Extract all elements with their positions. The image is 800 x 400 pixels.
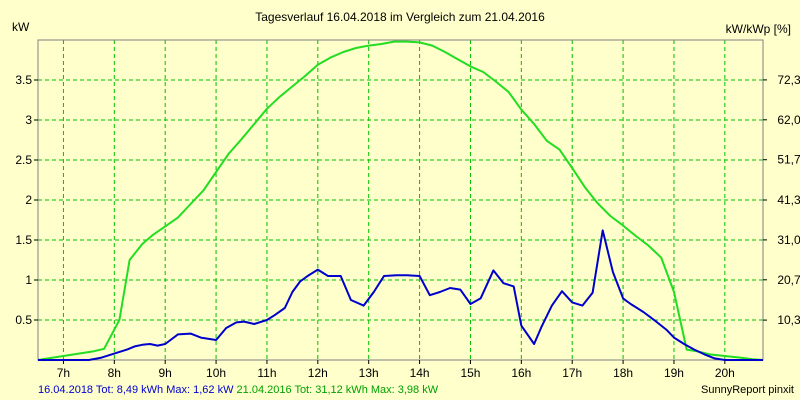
x-tick-label: 15h [460,366,480,380]
series-line-16-04-2018 [38,229,763,361]
y2-tick-label: 51,7 [777,153,800,167]
y-tick-label: 3 [25,113,32,127]
x-tick-label: 14h [410,366,430,380]
x-tick-label: 16h [511,366,531,380]
y-tick-label: 1 [25,273,32,287]
y-axis-label-left: kW [12,20,30,34]
x-tick-label: 11h [257,366,276,380]
x-tick-label: 9h [159,366,172,380]
x-tick-label: 10h [206,366,226,380]
chart-footer: 16.04.2018 Tot: 8,49 kWh Max: 1,62 kW 21… [38,384,438,396]
x-tick-label: 18h [613,366,633,380]
x-tick-label: 7h [57,366,70,380]
y-axis-label-right: kW/kWp [%] [725,22,791,36]
footer-series2-summary: 21.04.2016 Tot: 31,12 kWh Max: 3,98 kW [236,384,439,396]
y2-tick-label: 72,3 [777,73,800,87]
y-tick-label: 3.5 [15,73,32,87]
x-tick-label: 19h [664,366,684,380]
y-tick-label: 2.5 [15,153,32,167]
y2-tick-label: 41,3 [777,193,800,207]
x-tick-label: 20h [715,366,735,380]
y2-tick-label: 20,7 [777,273,800,287]
y-tick-label: 1.5 [15,233,32,247]
y2-tick-label: 31,0 [777,233,800,247]
y2-tick-label: 10,3 [777,313,800,327]
chart-title: Tagesverlauf 16.04.2018 im Vergleich zum… [255,10,545,24]
x-tick-label: 17h [562,366,582,380]
series-line-21-04-2016 [37,40,764,361]
x-tick-label: 8h [108,366,121,380]
footer-series1-summary: 16.04.2018 Tot: 8,49 kWh Max: 1,62 kW [38,384,234,396]
credit-label: SunnyReport pinxit [701,384,794,396]
x-tick-label: 13h [359,366,379,380]
y-tick-label: 0.5 [15,313,32,327]
x-tick-label: 12h [308,366,328,380]
y2-tick-label: 62,0 [777,113,800,127]
y-tick-label: 2 [25,193,32,207]
